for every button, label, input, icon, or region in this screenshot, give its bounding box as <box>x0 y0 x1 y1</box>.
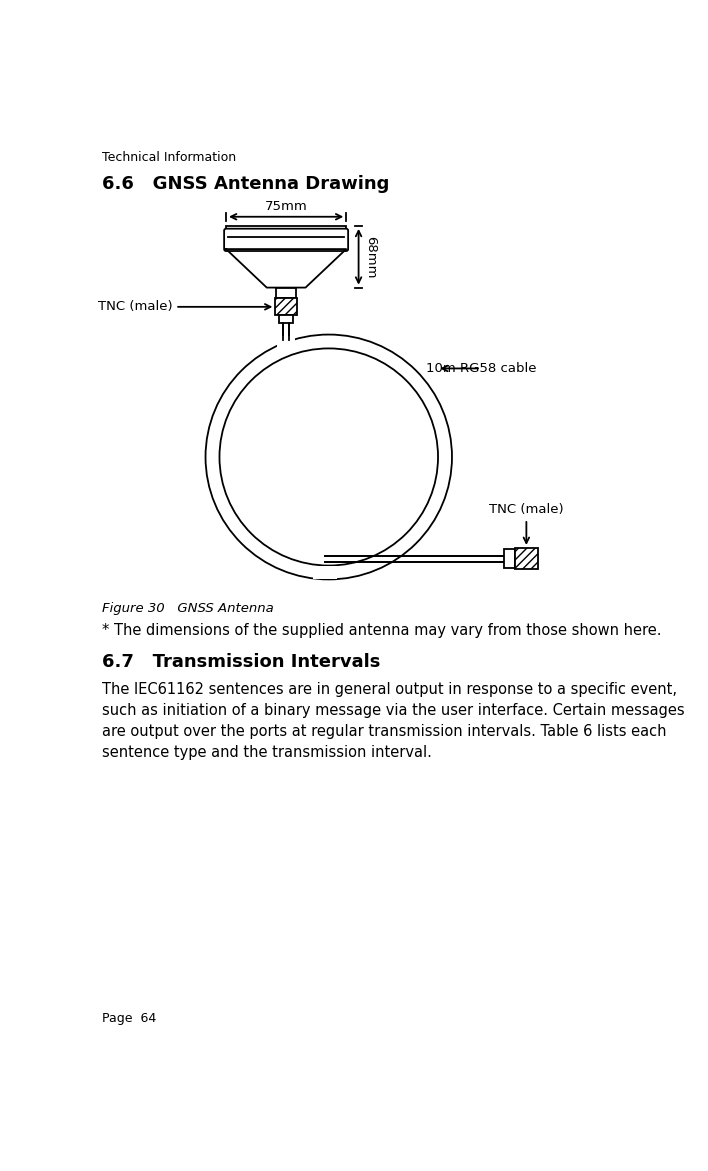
Bar <box>279 315 293 323</box>
Bar <box>275 299 297 315</box>
Bar <box>276 288 296 299</box>
Bar <box>515 548 538 569</box>
Text: The IEC61162 sentences are in general output in response to a specific event,
su: The IEC61162 sentences are in general ou… <box>103 682 685 760</box>
Text: 10m RG58 cable: 10m RG58 cable <box>426 362 536 375</box>
Text: 6.6   GNSS Antenna Drawing: 6.6 GNSS Antenna Drawing <box>103 176 390 193</box>
FancyBboxPatch shape <box>224 228 348 251</box>
Text: TNC (male): TNC (male) <box>489 504 564 543</box>
Ellipse shape <box>219 349 438 566</box>
Bar <box>313 567 336 578</box>
Bar <box>277 336 295 352</box>
Text: 6.7   Transmission Intervals: 6.7 Transmission Intervals <box>103 653 381 671</box>
Text: Page  64: Page 64 <box>103 1012 156 1026</box>
Text: TNC (male): TNC (male) <box>98 300 270 314</box>
Text: Figure 30   GNSS Antenna: Figure 30 GNSS Antenna <box>103 602 274 615</box>
Text: Technical Information: Technical Information <box>103 151 236 164</box>
Polygon shape <box>226 249 346 288</box>
Ellipse shape <box>205 335 452 580</box>
Text: 68mm: 68mm <box>364 235 377 278</box>
Text: * The dimensions of the supplied antenna may vary from those shown here.: * The dimensions of the supplied antenna… <box>103 623 662 638</box>
Bar <box>504 549 515 568</box>
Text: 75mm: 75mm <box>265 200 307 213</box>
Bar <box>316 567 334 576</box>
Bar <box>226 226 346 231</box>
